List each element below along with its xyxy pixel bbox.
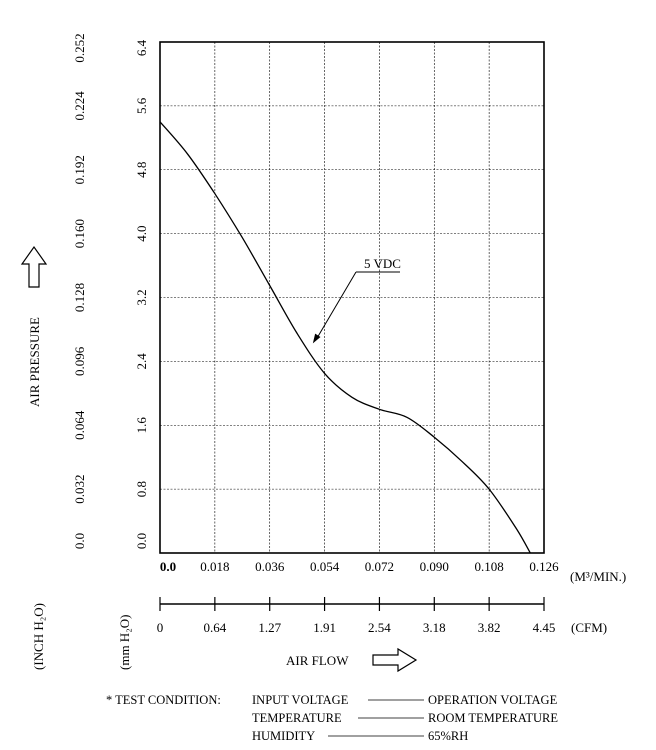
y-tick-mm-1: 0.8 [134,481,149,497]
y-tick-inch-2: 0.064 [72,410,87,440]
y-tick-mm-7: 5.6 [134,97,149,114]
x-axis-arrow-icon [372,647,418,673]
condition-label-2: HUMIDITY [252,729,315,743]
y-unit-mm: (mm H₂O) [117,615,132,670]
cfm-tick-5: 3.18 [423,620,446,635]
x-axis-title: AIR FLOW [286,653,349,668]
x-tick-m3min-3: 0.054 [310,559,340,574]
y-tick-labels: 0.0 0.0 0.8 0.032 1.6 0.064 2.4 0.096 3.2 0.128 4.… [72,33,149,549]
x-tick-m3min-0: 0.0 [160,559,176,574]
x-tick-m3min-1: 0.018 [200,559,229,574]
cfm-tick-4: 2.54 [368,620,391,635]
y-tick-mm-2: 1.6 [134,417,149,434]
cfm-tick-1: 0.64 [203,620,226,635]
test-condition-title: * TEST CONDITION: [106,693,221,707]
condition-value-1: ROOM TEMPERATURE [428,711,558,725]
y-tick-inch-8: 0.252 [72,33,87,62]
y-tick-inch-1: 0.032 [72,475,87,504]
series-label-0: 5 VDC [364,256,401,271]
y-tick-mm-4: 3.2 [134,289,149,305]
y-axis-arrow-icon [20,245,48,288]
x-tick-m3min-5: 0.090 [420,559,449,574]
series-group: 5 VDC [159,121,531,554]
grid-lines [160,42,544,553]
y-unit-inch: (INCH H₂O) [31,603,46,670]
y-tick-inch-4: 0.128 [72,283,87,312]
y-tick-inch-0: 0.0 [72,533,87,549]
x-tick-m3min-6: 0.108 [475,559,504,574]
condition-value-0: OPERATION VOLTAGE [428,693,558,707]
condition-label-1: TEMPERATURE [252,711,342,725]
y-tick-mm-0: 0.0 [134,533,149,549]
y-tick-mm-3: 2.4 [134,353,149,370]
plot-frame [159,41,545,554]
x-unit-cfm: (CFM) [571,620,607,635]
cfm-tick-6: 3.82 [478,620,501,635]
cfm-tick-labels: 0 0.64 1.27 1.91 2.54 3.18 3.82 4.45 [157,597,556,635]
condition-label-0: INPUT VOLTAGE [252,693,349,707]
y-tick-mm-5: 4.0 [134,226,149,242]
y-tick-inch-7: 0.224 [72,91,87,121]
x-tick-labels: 0.0 0.018 0.036 0.054 0.072 0.090 0.108 0.126 [160,559,559,574]
x-tick-m3min-4: 0.072 [365,559,394,574]
series-label-leader-0 [316,271,357,339]
cfm-tick-0: 0 [157,620,164,635]
x-unit-m3min: (M³/MIN.) [570,569,626,584]
y-axis-title: AIR PRESSURE [27,317,42,407]
y-tick-inch-5: 0.160 [72,219,87,248]
series-line-0 [159,121,531,554]
test-condition: * TEST CONDITION: INPUT VOLTAGE OPERATIO… [106,693,558,743]
x-tick-m3min-7: 0.126 [529,559,559,574]
cfm-tick-2: 1.27 [258,620,281,635]
y-tick-mm-8: 6.4 [134,39,149,56]
y-tick-mm-6: 4.8 [134,162,149,178]
y-tick-inch-6: 0.192 [72,155,87,184]
x-tick-m3min-2: 0.036 [255,559,285,574]
cfm-tick-3: 1.91 [313,620,336,635]
series-label-arrow-icon-0 [312,333,321,344]
y-tick-inch-3: 0.096 [72,346,87,376]
condition-value-2: 65%RH [428,729,468,743]
cfm-tick-7: 4.45 [533,620,556,635]
